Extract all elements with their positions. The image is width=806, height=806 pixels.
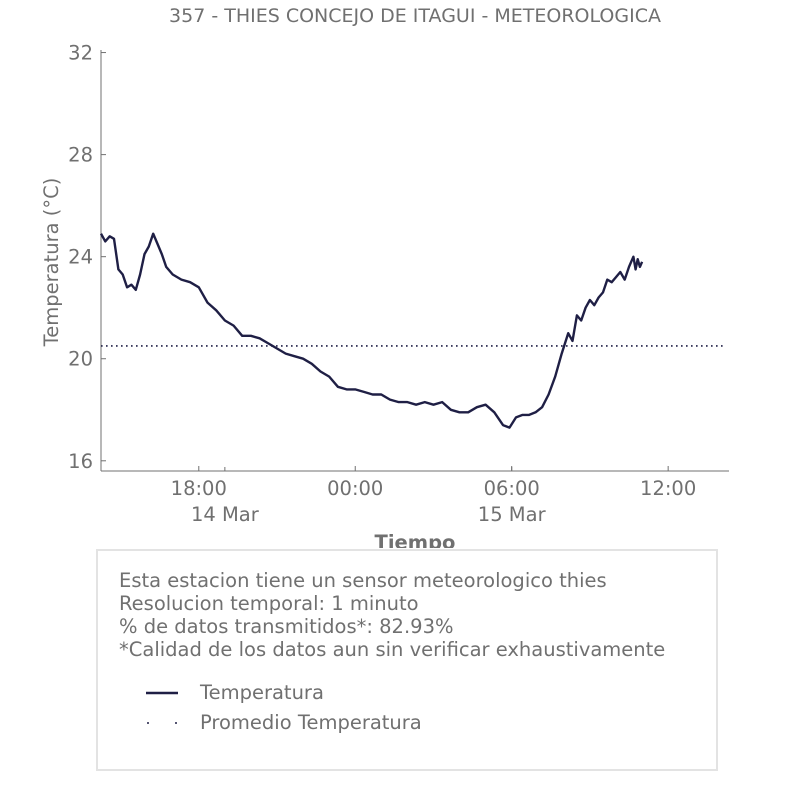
y-tick-label: 16 (68, 450, 93, 473)
info-line-resolution: Resolucion temporal: 1 minuto (119, 592, 419, 615)
x-axis-label: Tiempo (375, 531, 456, 548)
date-label: 14 Mar (191, 503, 260, 526)
info-box: Esta estacion tiene un sensor meteorolog… (96, 549, 718, 771)
y-ticks: 16 20 24 28 32 (68, 42, 106, 473)
legend-label-promedio: Promedio Temperatura (200, 711, 422, 734)
y-tick-label: 28 (68, 144, 93, 167)
date-labels: 14 Mar 15 Mar (191, 467, 547, 526)
date-label: 15 Mar (478, 503, 547, 526)
y-tick-label: 24 (68, 246, 93, 269)
y-tick-label: 20 (68, 348, 93, 371)
legend-swatch-dotted (147, 722, 177, 724)
x-tick-label: 18:00 (171, 477, 227, 500)
info-line-sensor: Esta estacion tiene un sensor meteorolog… (119, 569, 607, 592)
x-ticks: 18:00 00:00 06:00 12:00 (171, 466, 696, 500)
legend-swatch-solid (146, 691, 178, 695)
x-tick-label: 00:00 (327, 477, 383, 500)
info-line-transmitted: % de datos transmitidos*: 82.93% (119, 615, 454, 638)
temperature-chart: 357 - THIES CONCEJO DE ITAGUI - METEOROL… (40, 5, 729, 548)
x-tick-label: 06:00 (484, 477, 540, 500)
legend-label-temperatura: Temperatura (200, 681, 324, 704)
y-tick-label: 32 (68, 42, 93, 65)
x-tick-label: 12:00 (640, 477, 696, 500)
y-axis-label: Temperatura (°C) (40, 178, 63, 348)
info-line-quality: *Calidad de los datos aun sin verificar … (119, 638, 666, 661)
chart-title: 357 - THIES CONCEJO DE ITAGUI - METEOROL… (169, 5, 661, 27)
temperature-series-line (99, 232, 644, 429)
